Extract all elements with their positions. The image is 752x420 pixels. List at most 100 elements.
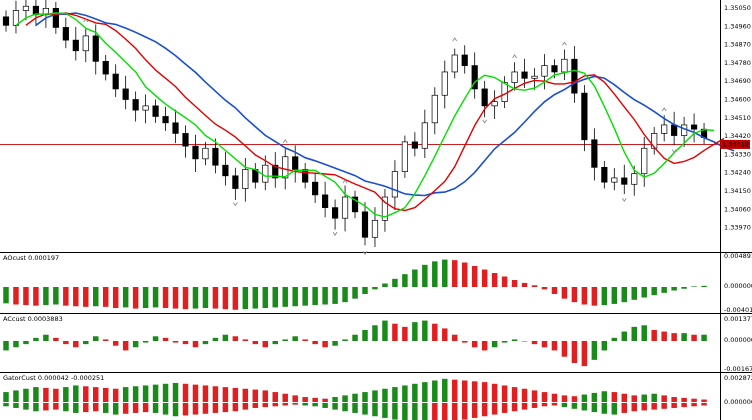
gator-lower-bar — [3, 403, 9, 407]
histogram-bar — [132, 341, 139, 348]
gator-upper-bar — [681, 397, 687, 402]
gator-upper-bar — [182, 383, 189, 402]
gator-upper-bar — [402, 385, 408, 402]
histogram-bar — [661, 287, 667, 293]
histogram-bar — [162, 337, 169, 341]
gator-upper-bar — [432, 380, 438, 402]
ao-pane[interactable]: AOcust 0.000197 0.004891 0.000000 -0.004… — [3, 252, 752, 314]
gator-upper-bar — [521, 388, 528, 402]
gator-lower-bar — [262, 403, 269, 408]
candle-body — [292, 156, 299, 170]
gator-lower-bar — [252, 403, 259, 408]
histogram-bar — [222, 334, 229, 341]
gator-lower-bar — [581, 403, 588, 411]
histogram-bar — [242, 339, 249, 341]
gator-upper-bar — [531, 390, 538, 402]
histogram-bar — [581, 287, 588, 305]
histogram-bar — [73, 287, 79, 307]
histogram-bar — [521, 282, 528, 287]
price-axis-label: 1.34870 — [724, 41, 751, 49]
main-price-pane[interactable] — [0, 0, 735, 256]
candle-body — [312, 181, 319, 196]
histogram-bar — [412, 269, 418, 287]
gator-pane[interactable]: GatorCust 0.000042 -0.000251 0.002872 0.… — [3, 374, 752, 420]
fractal-down-marker — [482, 119, 488, 124]
candle-body — [222, 164, 229, 177]
gator-upper-bar — [152, 384, 159, 402]
histogram-bar — [442, 259, 448, 287]
price-axis[interactable]: 1.35050 1.34960 1.34870 1.34780 1.34690 1.346… — [724, 4, 751, 232]
histogram-bar — [681, 287, 687, 289]
histogram-bar — [551, 341, 558, 351]
gator-lower-bar — [242, 403, 249, 410]
histogram-bar — [461, 341, 468, 343]
gator-lower-bar — [152, 403, 159, 413]
gator-upper-bar — [222, 387, 229, 402]
gator-upper-bar — [192, 384, 199, 402]
candle-body — [461, 54, 468, 66]
gator-lower-bar — [442, 403, 448, 420]
histogram-bar — [93, 336, 99, 341]
gator-lower-bar — [63, 403, 69, 412]
candle-body — [551, 65, 558, 73]
gator-lower-bar — [392, 403, 398, 420]
gator-upper-bar — [442, 378, 448, 402]
histogram-bar — [242, 287, 249, 310]
histogram-bar — [122, 341, 129, 351]
histogram-bar — [262, 341, 269, 348]
price-axis-label: 1.34060 — [724, 205, 751, 213]
histogram-bar — [162, 287, 169, 308]
candle-body — [72, 39, 79, 52]
histogram-bar — [142, 287, 149, 308]
histogram-bar — [73, 341, 79, 348]
gator-lower-bar — [332, 403, 338, 410]
candle-body — [302, 169, 309, 183]
histogram-bar — [13, 341, 19, 348]
current-price-tag: 1.34418 — [720, 139, 750, 149]
gator-lower-bar — [541, 403, 548, 407]
histogram-bar — [292, 336, 298, 341]
gator-lower-bar — [501, 403, 508, 413]
histogram-bar — [112, 287, 119, 308]
histogram-bar — [392, 278, 398, 287]
ac-pane[interactable]: ACcust 0.0003883 0.0013773 0.0000000 -0.… — [3, 315, 752, 373]
gator-lower-bar — [691, 403, 697, 407]
gator-lower-bar — [651, 403, 657, 410]
gator-upper-bar — [332, 397, 338, 402]
candle-body — [361, 211, 369, 238]
candle-body — [641, 147, 648, 175]
gator-upper-bar — [541, 392, 548, 402]
histogram-bar — [232, 336, 239, 341]
price-axis-label: 1.34330 — [724, 150, 751, 158]
histogram-bar — [422, 320, 428, 341]
histogram-bar — [531, 285, 538, 287]
price-axis-label: 1.34960 — [724, 22, 751, 30]
ao-histogram — [3, 259, 707, 310]
fractal-up-marker — [512, 54, 517, 59]
gator-lower-bar — [162, 403, 169, 415]
histogram-bar — [152, 336, 159, 341]
gator-upper-bar — [601, 391, 608, 402]
histogram-bar — [631, 287, 637, 300]
ac-histogram — [3, 320, 707, 367]
candle-body — [212, 147, 219, 166]
candle-body — [601, 166, 608, 183]
candle-body — [192, 145, 199, 160]
gator-upper-bar — [362, 392, 368, 402]
gator-tick-top: 0.002872 — [724, 374, 752, 382]
candle-body — [501, 82, 508, 102]
gator-lower-bar — [402, 403, 408, 420]
gator-lower-bar — [631, 403, 637, 412]
ao-tick-bottom: -0.004014 — [724, 306, 752, 314]
gator-lower-bar — [182, 403, 189, 416]
gator-upper-bar — [73, 385, 79, 402]
histogram-bar — [63, 341, 69, 345]
histogram-bar — [172, 341, 179, 343]
candle-body — [541, 65, 548, 77]
histogram-bar — [43, 334, 49, 341]
histogram-bar — [202, 287, 209, 308]
histogram-bar — [222, 287, 229, 310]
gator-upper-bar — [412, 383, 418, 402]
gator-upper-bar — [202, 385, 209, 402]
histogram-bar — [252, 341, 259, 345]
